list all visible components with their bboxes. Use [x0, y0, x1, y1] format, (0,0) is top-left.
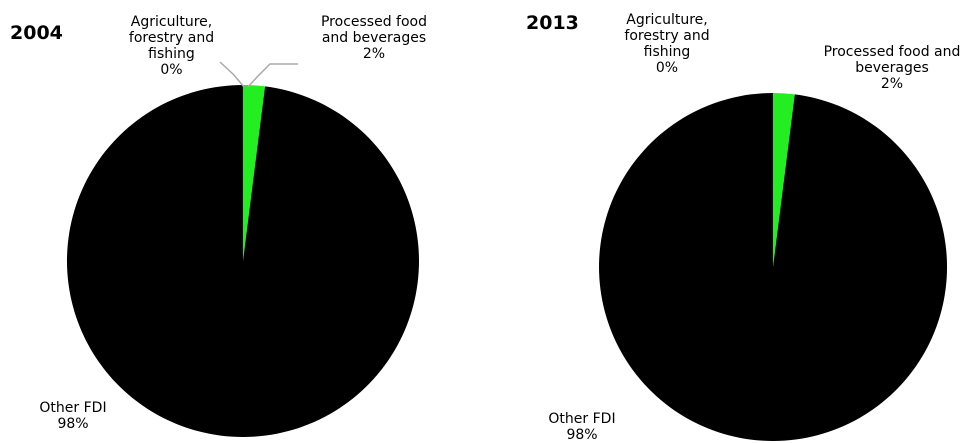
label-processed-food: Processed food and beverages 2% [320, 14, 427, 62]
label-other-fdi: Other FDI 98% [39, 400, 107, 432]
leader-line-processed-food [247, 63, 298, 88]
pie-chart-2013: 2013 Agriculture, forestry and fishing 0… [486, 0, 972, 443]
slice-other-fdi [66, 85, 419, 438]
label-agriculture: Agriculture, forestry and fishing 0% [624, 12, 710, 76]
label-other-fdi: Other FDI 98% [548, 411, 616, 443]
slice-other-fdi [599, 93, 948, 441]
chart-title: 2013 [526, 12, 579, 34]
leader-line-agriculture [219, 61, 245, 88]
chart-title: 2004 [10, 22, 63, 44]
pie-chart-2004: 2004 Agriculture, forestry and fishing 0… [10, 14, 427, 438]
label-processed-food: Processed food and beverages 2% [823, 44, 961, 92]
pie-svg [66, 61, 419, 438]
slice-processed-food [773, 93, 795, 267]
slice-processed-food [243, 85, 266, 261]
pie-svg [599, 93, 948, 441]
label-agriculture: Agriculture, forestry and fishing 0% [128, 14, 215, 78]
